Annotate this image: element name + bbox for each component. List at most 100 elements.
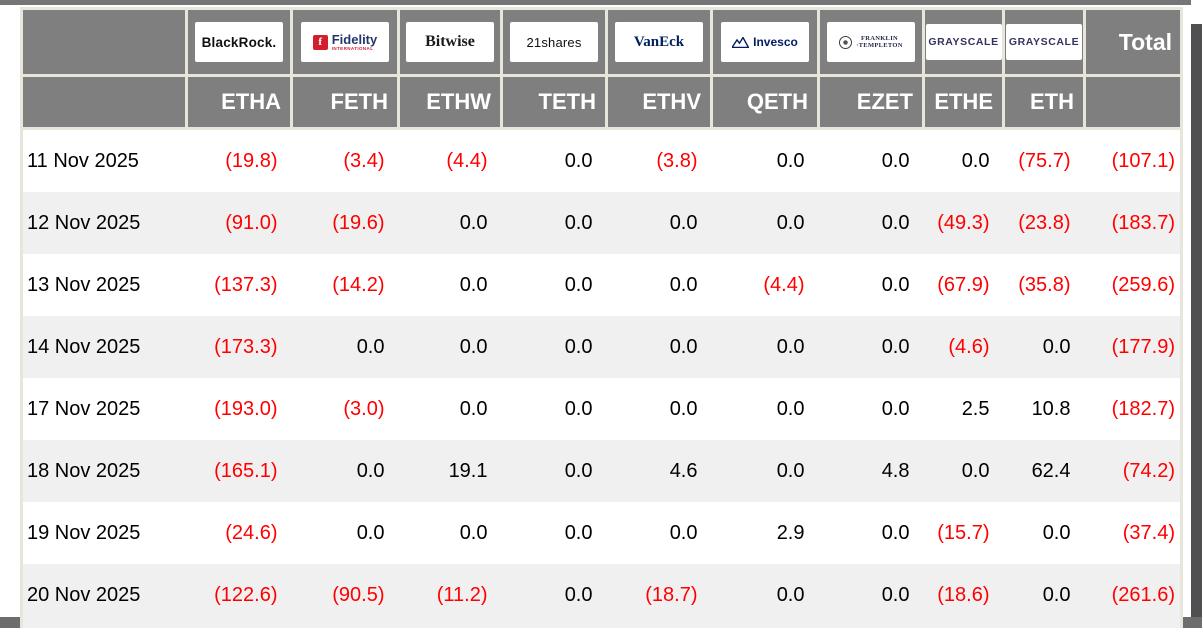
table-row: 17 Nov 2025 (193.0) (3.0) 0.0 0.0 0.0 0.0 0.0 2.… [20,378,1183,440]
value-cell-ezet: 0.0 [818,192,924,254]
issuer-logo-grayscale: GRAYSCALE [925,24,1002,60]
value-cell-feth: (19.6) [291,192,399,254]
value-cell-ethv: 0.0 [606,192,712,254]
value-cell-ethe: (67.9) [937,273,990,296]
ticker-row: ETHA FETH ETHW TETH ETHV QETH EZET ETHE ETH [20,74,1183,130]
total-value-cell: (261.6) [1084,564,1183,627]
table-row: 12 Nov 2025 (91.0) (19.6) 0.0 0.0 0.0 0.0 0.0 (4… [20,192,1183,254]
issuer-logo-cell: 21shares [500,7,608,77]
value-cell-ethw: 19.1 [398,440,502,502]
value-cell-qeth: (4.4) [763,273,805,296]
value-cell-ethw: (4.4) [446,149,488,172]
value-cell-qeth: 0.0 [711,192,819,254]
invesco-mountain-icon [732,36,750,48]
value-cell-eth: (75.7) [1018,149,1071,172]
value-cell-ethe: (15.7) [937,521,990,544]
value-cell-etha: (91.0) [186,192,292,254]
value-cell-eth: (35.8) [1018,273,1071,296]
issuer-logo-fidelity-international: f Fidelity INTERNATIONAL [301,22,389,62]
ticker-header-ethe: ETHE [922,74,1005,130]
franklin-seal-icon [839,35,853,49]
date-cell: 17 Nov 2025 [20,378,187,440]
value-cell-ezet: 0.0 [818,564,924,627]
ticker-header-ethv: ETHV [605,74,713,130]
table-row: 19 Nov 2025 (24.6) 0.0 0.0 0.0 0.0 2.9 0.0 (15.7… [20,502,1183,564]
date-cell: 13 Nov 2025 [20,254,187,316]
etf-flow-table-container: BlackRock. f Fidelity INTERNATIONAL Bitwise 2… [20,7,1183,628]
value-cell-teth: 0.0 [564,149,593,172]
issuer-logo-cell: VanEck [605,7,713,77]
value-cell-feth: (3.4) [343,149,385,172]
table-row: 14 Nov 2025 (173.3) 0.0 0.0 0.0 0.0 0.0 0.0 (4.6… [20,316,1183,378]
value-cell-ezet: 0.0 [881,521,910,544]
value-cell-teth: 0.0 [501,440,607,502]
value-cell-ethw: (11.2) [398,564,502,627]
value-cell-ethv: (18.7) [606,564,712,627]
value-cell-feth: 0.0 [356,521,385,544]
value-cell-etha: (137.3) [214,273,278,296]
ticker-header-feth: FETH [290,74,400,130]
value-cell-ethv: 0.0 [606,316,712,378]
value-cell-ethw: 0.0 [459,521,488,544]
value-cell-teth: 0.0 [501,564,607,627]
value-cell-eth: 62.4 [1003,440,1085,502]
issuer-logo-grayscale: GRAYSCALE [1006,24,1082,60]
value-cell-ezet: 0.0 [818,316,924,378]
total-value-cell: (183.7) [1084,192,1183,254]
franklin-line2: ·TEMPLETON [856,42,903,49]
value-cell-feth: (3.0) [343,397,385,420]
value-cell-qeth: 0.0 [711,316,819,378]
table-row: 11 Nov 2025 (19.8) (3.4) (4.4) 0.0 (3.8) 0.0 0.… [20,128,1183,192]
franklin-wordmark: FRANKLIN ·TEMPLETON [856,35,903,50]
value-cell-qeth: 0.0 [711,564,819,627]
date-cell: 18 Nov 2025 [20,440,187,502]
issuer-logo-blackrock: BlackRock. [195,22,283,62]
issuer-logo-bitwise: Bitwise [406,22,494,62]
bitwise-wordmark: Bitwise [425,33,475,50]
21shares-wordmark: 21shares [526,34,582,50]
value-cell-qeth: 0.0 [776,149,805,172]
ticker-header-etha: ETHA [185,74,293,130]
date-cell: 11 Nov 2025 [20,128,187,192]
total-value-cell: (177.9) [1084,316,1183,378]
value-cell-ethe: (18.6) [923,564,1004,627]
value-cell-qeth: 0.0 [711,440,819,502]
value-cell-ezet: 0.0 [881,149,910,172]
value-cell-feth: 0.0 [291,440,399,502]
invesco-wordmark: Invesco [753,35,798,49]
date-column-subheader-blank [20,74,188,130]
right-edge-bar [1191,24,1202,628]
top-edge-bar [0,0,1191,5]
ticker-header-ethw: ETHW [397,74,503,130]
table-row: 20 Nov 2025 (122.6) (90.5) (11.2) 0.0 (18.7) 0… [20,564,1183,627]
value-cell-ezet: 0.0 [881,273,910,296]
table-row: 13 Nov 2025 (137.3) (14.2) 0.0 0.0 0.0 (4.4) 0.… [20,254,1183,316]
value-cell-etha: (122.6) [186,564,292,627]
value-cell-teth: 0.0 [564,273,593,296]
date-cell: 14 Nov 2025 [20,316,187,378]
value-cell-teth: 0.0 [501,316,607,378]
issuer-logo-cell: FRANKLIN ·TEMPLETON [817,7,925,77]
value-cell-ezet: 0.0 [881,397,910,420]
ticker-header-qeth: QETH [710,74,820,130]
value-cell-qeth: 2.9 [776,521,805,544]
value-cell-ethv: 0.0 [669,397,698,420]
value-cell-ethe: 0.0 [961,149,990,172]
issuer-logo-franklin-templeton: FRANKLIN ·TEMPLETON [827,22,915,62]
value-cell-etha: (165.1) [186,440,292,502]
value-cell-feth: (14.2) [332,273,385,296]
value-cell-ethw: 0.0 [459,397,488,420]
issuer-logo-cell: Bitwise [397,7,503,77]
value-cell-ethv: 0.0 [669,521,698,544]
etf-flow-table: BlackRock. f Fidelity INTERNATIONAL Bitwise 2… [20,7,1183,628]
table-body: 11 Nov 2025 (19.8) (3.4) (4.4) 0.0 (3.8) 0.0 0.… [20,128,1183,627]
total-value-cell: (74.2) [1084,440,1183,502]
total-column-subheader-blank [1083,74,1183,130]
table-header: BlackRock. f Fidelity INTERNATIONAL Bitwise 2… [20,7,1183,130]
issuer-logo-cell: f Fidelity INTERNATIONAL [290,7,400,77]
value-cell-ezet: 4.8 [818,440,924,502]
total-column-header: Total [1083,7,1183,77]
date-cell: 12 Nov 2025 [20,192,187,254]
issuer-logo-cell: Invesco [710,7,820,77]
issuer-logo-cell: GRAYSCALE [1002,7,1086,77]
